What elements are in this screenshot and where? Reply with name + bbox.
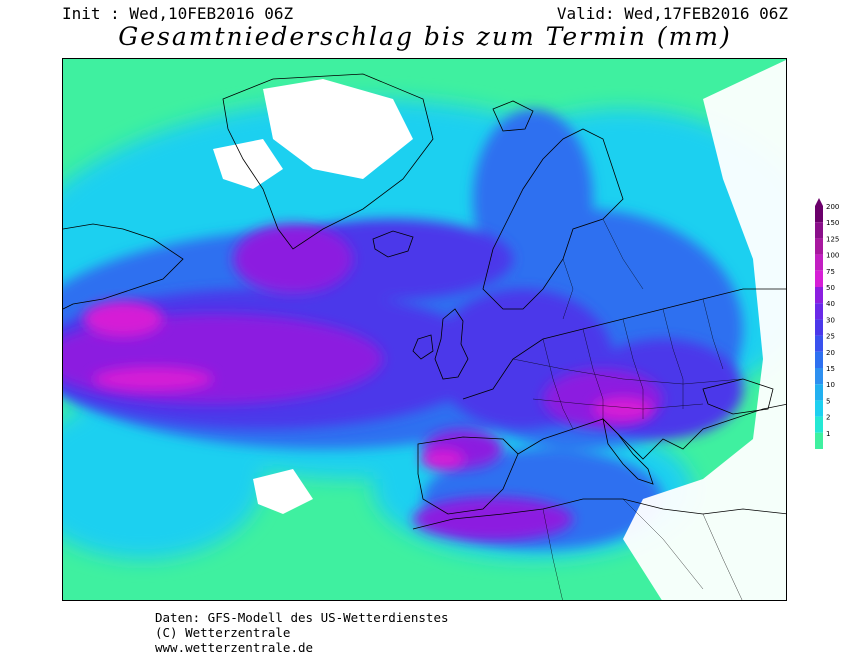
- legend-swatch: [815, 432, 823, 449]
- legend-level-label: 50: [826, 284, 835, 292]
- coastlines: [63, 73, 786, 530]
- legend-swatch: [815, 384, 823, 401]
- legend-level-label: 15: [826, 365, 835, 373]
- legend-level-label: 40: [826, 300, 835, 308]
- init-time-label: Init : Wed,10FEB2016 06Z: [62, 4, 294, 23]
- precipitation-legend: 200 150 125 100 75 50 40 30 25 20 15 10 5 2 1: [815, 198, 850, 449]
- no-precip-areas: [213, 59, 786, 600]
- legend-swatch: [815, 254, 823, 271]
- legend-swatch: [815, 303, 823, 320]
- legend-swatch: [815, 287, 823, 304]
- legend-colorbar: 200 150 125 100 75 50 40 30 25 20 15 10 5 2 1: [815, 198, 839, 449]
- legend-level-label: 10: [826, 381, 835, 389]
- precip-magenta-layer: [83, 301, 653, 469]
- legend-swatch: [815, 416, 823, 433]
- legend-level-label: 150: [826, 219, 839, 227]
- legend-swatch: [815, 351, 823, 368]
- legend-level-label: 125: [826, 235, 839, 243]
- valid-time-label: Valid: Wed,17FEB2016 06Z: [556, 4, 788, 23]
- legend-level-label: 20: [826, 349, 835, 357]
- legend-swatch: [815, 270, 823, 287]
- legend-level-label: 5: [826, 397, 830, 405]
- credits-block: Daten: GFS-Modell des US-Wetterdienstes …: [155, 610, 449, 655]
- legend-level-label: 75: [826, 268, 835, 276]
- legend-level-label: 200: [826, 203, 839, 211]
- legend-arrow-top: [815, 198, 823, 206]
- legend-level-label: 100: [826, 252, 839, 260]
- legend-level-label: 2: [826, 414, 830, 422]
- legend-swatch: [815, 222, 823, 239]
- country-borders: [512, 218, 744, 600]
- legend-swatch: [815, 400, 823, 417]
- legend-swatch: [815, 319, 823, 336]
- legend-level-label: 30: [826, 316, 835, 324]
- credits-copyright: (C) Wetterzentrale: [155, 625, 291, 640]
- credits-data-source: Daten: GFS-Modell des US-Wetterdienstes: [155, 610, 449, 625]
- legend-swatch: [815, 335, 823, 352]
- legend-level-label: 1: [826, 430, 830, 438]
- credits-website-link[interactable]: www.wetterzentrale.de: [155, 640, 314, 655]
- legend-swatch: [815, 368, 823, 385]
- precipitation-field: [63, 59, 786, 600]
- legend-level-label: 25: [826, 333, 835, 341]
- legend-swatch: [815, 206, 823, 223]
- precipitation-map[interactable]: [62, 58, 787, 601]
- map-title: Gesamtniederschlag bis zum Termin (mm): [118, 22, 732, 51]
- legend-swatch: [815, 238, 823, 255]
